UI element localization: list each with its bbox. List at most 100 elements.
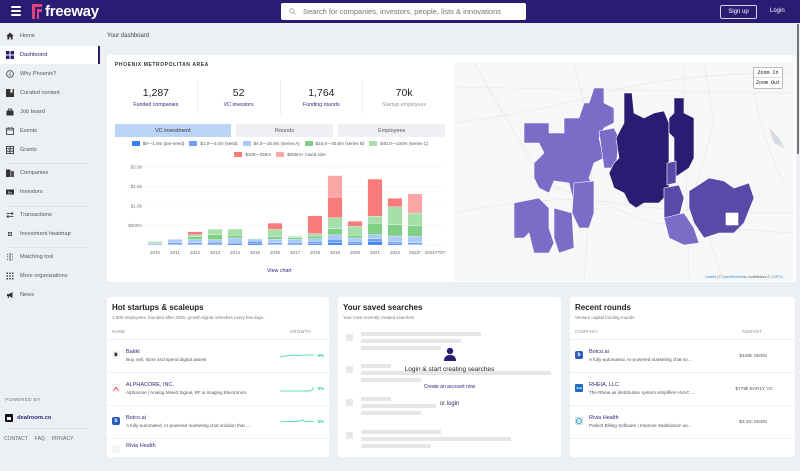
map-canvas[interactable] [454, 63, 793, 281]
bar-segment[interactable] [368, 223, 382, 235]
sidebar-item-curated-content[interactable]: Curated content [0, 84, 100, 102]
search-input[interactable] [303, 7, 523, 16]
table-row[interactable]: ALPHACORE, INC. Alphacore | Analog Mixed… [107, 372, 329, 405]
company-name[interactable]: Botco.ai [589, 349, 609, 355]
bar-segment[interactable] [388, 225, 402, 236]
bar-segment[interactable] [288, 236, 302, 238]
stat-funded-companies[interactable]: 1,287 Funded companies [115, 80, 198, 115]
bar-segment[interactable] [208, 242, 222, 244]
tab-vc-investment[interactable]: VC investment [115, 124, 231, 137]
privacy-link[interactable]: PRIVACY [52, 436, 74, 442]
bar-segment[interactable] [228, 238, 242, 242]
bar-segment[interactable] [388, 236, 402, 242]
company-name[interactable]: Botco.ai [126, 415, 146, 421]
bar-segment[interactable] [368, 235, 382, 239]
legend-item[interactable]: $1.0—4.0m (seed) [189, 141, 237, 146]
bar-segment[interactable] [188, 232, 202, 235]
table-row[interactable]: b Botco.ai A fully-automated, AI-powered… [107, 405, 329, 438]
bar-segment[interactable] [328, 235, 342, 239]
tab-rounds[interactable]: Rounds [236, 124, 334, 137]
bar-segment[interactable] [268, 223, 282, 229]
tab-employees[interactable]: Employees [338, 124, 445, 137]
sidebar-item-dashboard[interactable]: Dashboard [0, 46, 100, 64]
bar-segment[interactable] [248, 240, 262, 242]
bar-segment[interactable] [228, 229, 242, 235]
company-name[interactable]: Rivia Health [589, 415, 619, 421]
bar-segment[interactable] [288, 238, 302, 240]
bar-segment[interactable] [148, 241, 162, 242]
bar-segment[interactable] [388, 198, 402, 207]
legend-item[interactable]: $15.0—40.0m (series B) [305, 141, 365, 146]
table-row[interactable]: Rivia Health [107, 438, 329, 471]
scrollbar-thumb[interactable] [797, 24, 799, 154]
bar-segment[interactable] [148, 243, 162, 244]
bar-segment[interactable] [208, 229, 222, 234]
create-account-link[interactable]: Create an account now [424, 384, 475, 390]
bar-segment[interactable] [328, 239, 342, 243]
carto-link[interactable]: CARTO [771, 275, 783, 279]
bar-segment[interactable] [328, 229, 342, 235]
bar-segment[interactable] [248, 241, 262, 243]
bar-segment[interactable] [228, 235, 242, 238]
company-name[interactable]: ALPHACORE, INC. [126, 382, 174, 388]
stat-vc-investors[interactable]: 52 VC investors [198, 80, 281, 115]
bar-segment[interactable] [188, 240, 202, 243]
bar-segment[interactable] [268, 229, 282, 236]
sidebar-item-why-phoenix[interactable]: Why Phoenix? [0, 65, 100, 83]
bar-segment[interactable] [388, 242, 402, 244]
bar-segment[interactable] [288, 242, 302, 244]
bar-segment[interactable] [208, 240, 222, 242]
bar-segment[interactable] [348, 226, 362, 235]
legend-item[interactable]: $40.0—100m (series C) [369, 141, 428, 146]
bar-segment[interactable] [228, 244, 242, 245]
bar-segment[interactable] [308, 239, 322, 242]
sidebar-item-home[interactable]: Home [0, 27, 100, 45]
contact-link[interactable]: CONTACT [4, 436, 28, 442]
bar-segment[interactable] [408, 226, 422, 237]
bar-segment[interactable] [188, 237, 202, 240]
bar-segment[interactable] [268, 243, 282, 245]
view-chart-link[interactable]: View chart [267, 268, 292, 274]
sidebar-item-events[interactable]: Events [0, 122, 100, 140]
bar-segment[interactable] [188, 243, 202, 245]
sidebar-item-news[interactable]: News [0, 286, 100, 304]
bar-segment[interactable] [328, 218, 342, 229]
bar-segment[interactable] [168, 239, 182, 243]
bar-segment[interactable] [348, 243, 362, 245]
legend-item[interactable]: $4.0—15.0m (series A) [243, 141, 300, 146]
bar-segment[interactable] [188, 235, 202, 237]
table-row[interactable]: Rivia Health Patient Billing Software | … [570, 405, 795, 438]
bar-segment[interactable] [208, 235, 222, 240]
table-row[interactable]: b Botco.ai A fully-automated, AI-powered… [570, 339, 795, 372]
bar-segment[interactable] [408, 243, 422, 245]
bar-segment[interactable] [268, 237, 282, 239]
bar-segment[interactable] [288, 239, 302, 242]
bar-segment[interactable] [408, 236, 422, 242]
sidebar-item-grants[interactable]: Grants [0, 141, 100, 159]
stat-funding-rounds[interactable]: 1,764 Funding rounds [281, 80, 364, 115]
bar-segment[interactable] [268, 239, 282, 243]
sidebar-item-matching-tool[interactable]: Matching tool [0, 248, 100, 266]
bar-segment[interactable] [308, 244, 322, 245]
faq-link[interactable]: FAQ [35, 436, 45, 442]
bar-segment[interactable] [348, 235, 362, 238]
bar-segment[interactable] [368, 216, 382, 223]
login-link-saved[interactable]: login [447, 401, 460, 407]
bar-segment[interactable] [328, 176, 342, 197]
company-name[interactable]: RHEIA, LLC [589, 382, 619, 388]
bar-segment[interactable] [408, 213, 422, 226]
bar-segment[interactable] [308, 236, 322, 239]
table-row[interactable] [570, 438, 795, 471]
search-bar[interactable] [281, 3, 526, 20]
zoom-out-button[interactable]: Zoom Out [754, 78, 782, 88]
bar-segment[interactable] [228, 242, 242, 244]
map[interactable]: Zoom In Zoom Out Leaflet | © OpenStreetM… [454, 63, 793, 281]
legend-item[interactable]: $0—1.0m (pre-seed) [132, 141, 185, 146]
sign-up-button[interactable]: Sign up [720, 5, 757, 19]
bar-segment[interactable] [308, 234, 322, 236]
leaflet-link[interactable]: Leaflet [705, 275, 716, 279]
login-link[interactable]: Login [770, 8, 785, 14]
bar-segment[interactable] [168, 243, 182, 245]
bar-segment[interactable] [308, 216, 322, 234]
company-name[interactable]: Rivia Health [126, 443, 156, 449]
